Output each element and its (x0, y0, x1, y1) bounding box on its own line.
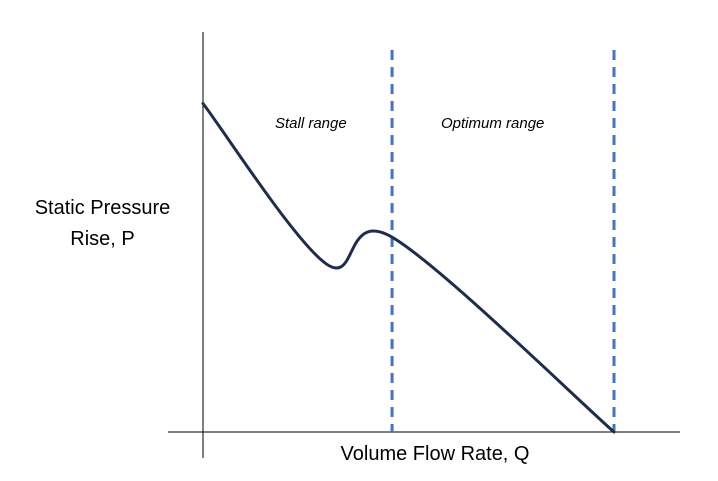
y-axis-label-line-2: Rise, P (70, 228, 135, 250)
y-axis-label-line-1: Static Pressure (34, 197, 171, 219)
region-label-stall: Stall range (275, 115, 347, 132)
pressure-curve-line (201, 101, 616, 434)
y-axis-label: Static Pressure Rise, P (10, 193, 195, 255)
region-label-optimum: Optimum range (441, 115, 545, 132)
x-axis-label: Volume Flow Rate, Q (340, 443, 530, 465)
